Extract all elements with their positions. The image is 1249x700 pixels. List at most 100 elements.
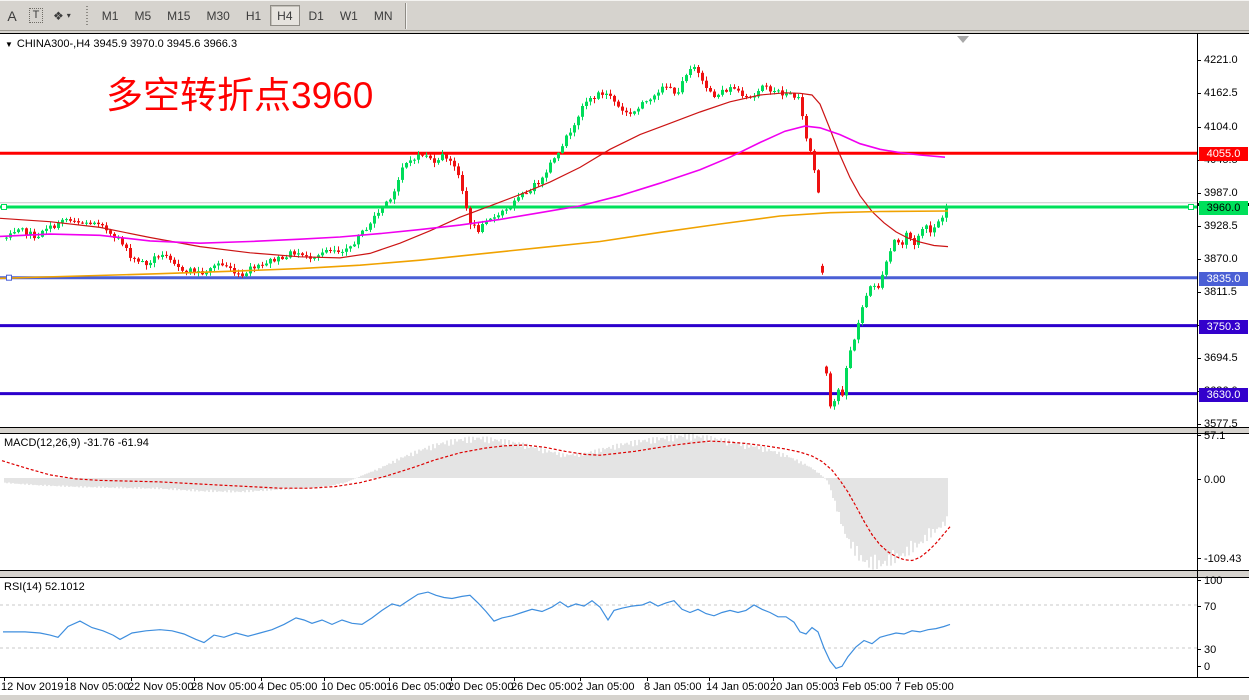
timeframe-group: M1 M5 M15 M30 H1 H4 D1 W1 MN bbox=[94, 5, 401, 26]
line-anchor[interactable] bbox=[6, 274, 12, 281]
price-chart-panel[interactable]: ▼ CHINA300-,H4 3945.9 3970.0 3945.6 3966.… bbox=[0, 33, 1249, 430]
time-tick bbox=[898, 678, 899, 681]
price-level-badge: 3750.3 bbox=[1199, 320, 1248, 334]
arrows-tool-button[interactable]: ❖ ▾ bbox=[49, 5, 75, 27]
price-tick-label: 3577.5 bbox=[1204, 418, 1238, 430]
macd-signal-line bbox=[1, 440, 951, 562]
time-tick bbox=[580, 678, 581, 681]
rsi-label: RSI(14) 52.1012 bbox=[4, 581, 85, 593]
axis-tick bbox=[1197, 259, 1201, 260]
arrows-icon: ❖ bbox=[53, 8, 64, 23]
price-axis-separator bbox=[1197, 33, 1198, 678]
time-label: 8 Jan 05:00 bbox=[644, 681, 702, 693]
timeframe-w1[interactable]: W1 bbox=[339, 8, 358, 23]
time-label: 28 Nov 05:00 bbox=[191, 681, 257, 693]
timeframe-mn[interactable]: MN bbox=[373, 8, 393, 23]
macd-tick-label: -109.43 bbox=[1204, 553, 1242, 565]
chart-header[interactable]: ▼ CHINA300-,H4 3945.9 3970.0 3945.6 3966.… bbox=[5, 38, 237, 50]
axis-tick bbox=[1197, 226, 1201, 227]
price-tick-label: 4162.5 bbox=[1204, 87, 1238, 99]
macd-axis[interactable]: 57.1 0.00 -109.43 bbox=[1197, 430, 1249, 570]
price-level-badge: 3630.0 bbox=[1199, 388, 1248, 402]
timeframe-h4[interactable]: H4 bbox=[270, 5, 300, 26]
chevron-down-icon: ▾ bbox=[66, 11, 71, 20]
text-tool-icon: T bbox=[28, 8, 44, 23]
price-axis[interactable]: 4221.04162.54104.04045.53987.03928.53870… bbox=[1197, 34, 1249, 430]
time-label: 18 Nov 05:00 bbox=[64, 681, 130, 693]
time-label: 20 Jan 05:00 bbox=[770, 681, 834, 693]
price-tick-label: 3987.0 bbox=[1204, 187, 1238, 199]
axis-tick bbox=[1197, 358, 1201, 359]
rsi-tick-label: 0 bbox=[1204, 661, 1211, 673]
price-tick-label: 3870.0 bbox=[1204, 253, 1238, 265]
price-tick-label: 4221.0 bbox=[1204, 54, 1238, 66]
time-label: 7 Feb 05:00 bbox=[895, 681, 954, 693]
price-level-badge: 3835.0 bbox=[1199, 272, 1248, 286]
rsi-panel[interactable]: RSI(14) 52.1012 100 70 30 0 bbox=[0, 575, 1249, 678]
timeframe-m15[interactable]: M15 bbox=[167, 8, 191, 23]
axis-tick bbox=[1197, 479, 1201, 480]
axis-tick bbox=[1197, 558, 1201, 559]
time-tick bbox=[836, 678, 837, 681]
text-label-button[interactable]: T bbox=[25, 5, 47, 27]
timeframe-m30[interactable]: M30 bbox=[206, 8, 230, 23]
axis-tick bbox=[1197, 435, 1201, 436]
rsi-tick-label: 100 bbox=[1204, 575, 1223, 587]
line-anchor[interactable] bbox=[1, 204, 7, 210]
macd-tick-label: 57.1 bbox=[1204, 430, 1226, 442]
axis-tick bbox=[1197, 580, 1201, 581]
time-tick bbox=[709, 678, 710, 681]
time-label: 2 Jan 05:00 bbox=[577, 681, 635, 693]
toolbar-separator bbox=[404, 2, 406, 29]
axis-tick bbox=[1197, 60, 1201, 61]
axis-tick bbox=[1197, 93, 1201, 94]
time-tick bbox=[194, 678, 195, 681]
time-tick bbox=[261, 678, 262, 681]
macd-tick-label: 0.00 bbox=[1204, 474, 1226, 486]
rsi-chart[interactable] bbox=[0, 578, 1197, 677]
timeframe-m5[interactable]: M5 bbox=[134, 8, 152, 23]
axis-tick bbox=[1197, 649, 1201, 650]
time-label: 22 Nov 05:00 bbox=[128, 681, 194, 693]
timeframe-h1[interactable]: H1 bbox=[245, 8, 262, 23]
price-tick-label: 3811.5 bbox=[1204, 286, 1237, 298]
symbol-period-label: CHINA300-,H4 bbox=[16, 38, 91, 50]
annotation-a-button[interactable]: A bbox=[7, 7, 17, 24]
time-tick bbox=[389, 678, 390, 681]
price-level-badge: 3960.0 bbox=[1199, 201, 1248, 215]
axis-tick bbox=[1197, 292, 1201, 293]
time-label: 12 Nov 2019 bbox=[1, 681, 64, 693]
line-anchor[interactable] bbox=[1188, 204, 1194, 210]
macd-panel[interactable]: MACD(12,26,9) -31.76 -61.94 57.1 0.00 -109… bbox=[0, 430, 1249, 571]
time-tick bbox=[773, 678, 774, 681]
price-tick-label: 3694.5 bbox=[1204, 352, 1238, 364]
time-label: 14 Jan 05:00 bbox=[706, 681, 770, 693]
time-tick bbox=[451, 678, 452, 681]
timeframe-m1[interactable]: M1 bbox=[101, 8, 119, 23]
price-tick-label: 4104.0 bbox=[1204, 121, 1238, 133]
time-tick bbox=[514, 678, 515, 681]
axis-tick bbox=[1197, 424, 1201, 425]
rsi-line bbox=[3, 591, 951, 670]
time-tick bbox=[647, 678, 648, 681]
chart-dropdown-icon[interactable]: ▼ bbox=[5, 40, 13, 49]
chart-annotation-text[interactable]: 多空转折点3960 bbox=[106, 75, 374, 116]
ohlc-values: 3945.9 3970.0 3945.6 3966.3 bbox=[93, 38, 238, 50]
timeframe-d1[interactable]: D1 bbox=[308, 8, 324, 23]
time-tick bbox=[131, 678, 132, 681]
toolbar: A T ❖ ▾ M1 M5 M15 M30 H1 H4 D1 W1 MN bbox=[0, 0, 1249, 31]
axis-tick bbox=[1197, 666, 1201, 667]
price-level-badge: 4055.0 bbox=[1199, 147, 1248, 161]
axis-tick bbox=[1197, 606, 1201, 607]
axis-tick bbox=[1197, 127, 1201, 128]
macd-label: MACD(12,26,9) -31.76 -61.94 bbox=[4, 437, 149, 449]
scroll-to-end-marker[interactable] bbox=[957, 36, 969, 43]
candlestick-chart[interactable] bbox=[0, 34, 1197, 427]
macd-chart[interactable] bbox=[0, 434, 1197, 570]
time-axis[interactable]: 12 Nov 2019 18 Nov 05:00 22 Nov 05:00 28 No… bbox=[0, 678, 1249, 694]
window-bottom-strip bbox=[0, 694, 1249, 700]
time-label: 20 Dec 05:00 bbox=[448, 681, 514, 693]
rsi-axis[interactable]: 100 70 30 0 bbox=[1197, 575, 1249, 677]
time-tick bbox=[67, 678, 68, 681]
time-tick bbox=[324, 678, 325, 681]
